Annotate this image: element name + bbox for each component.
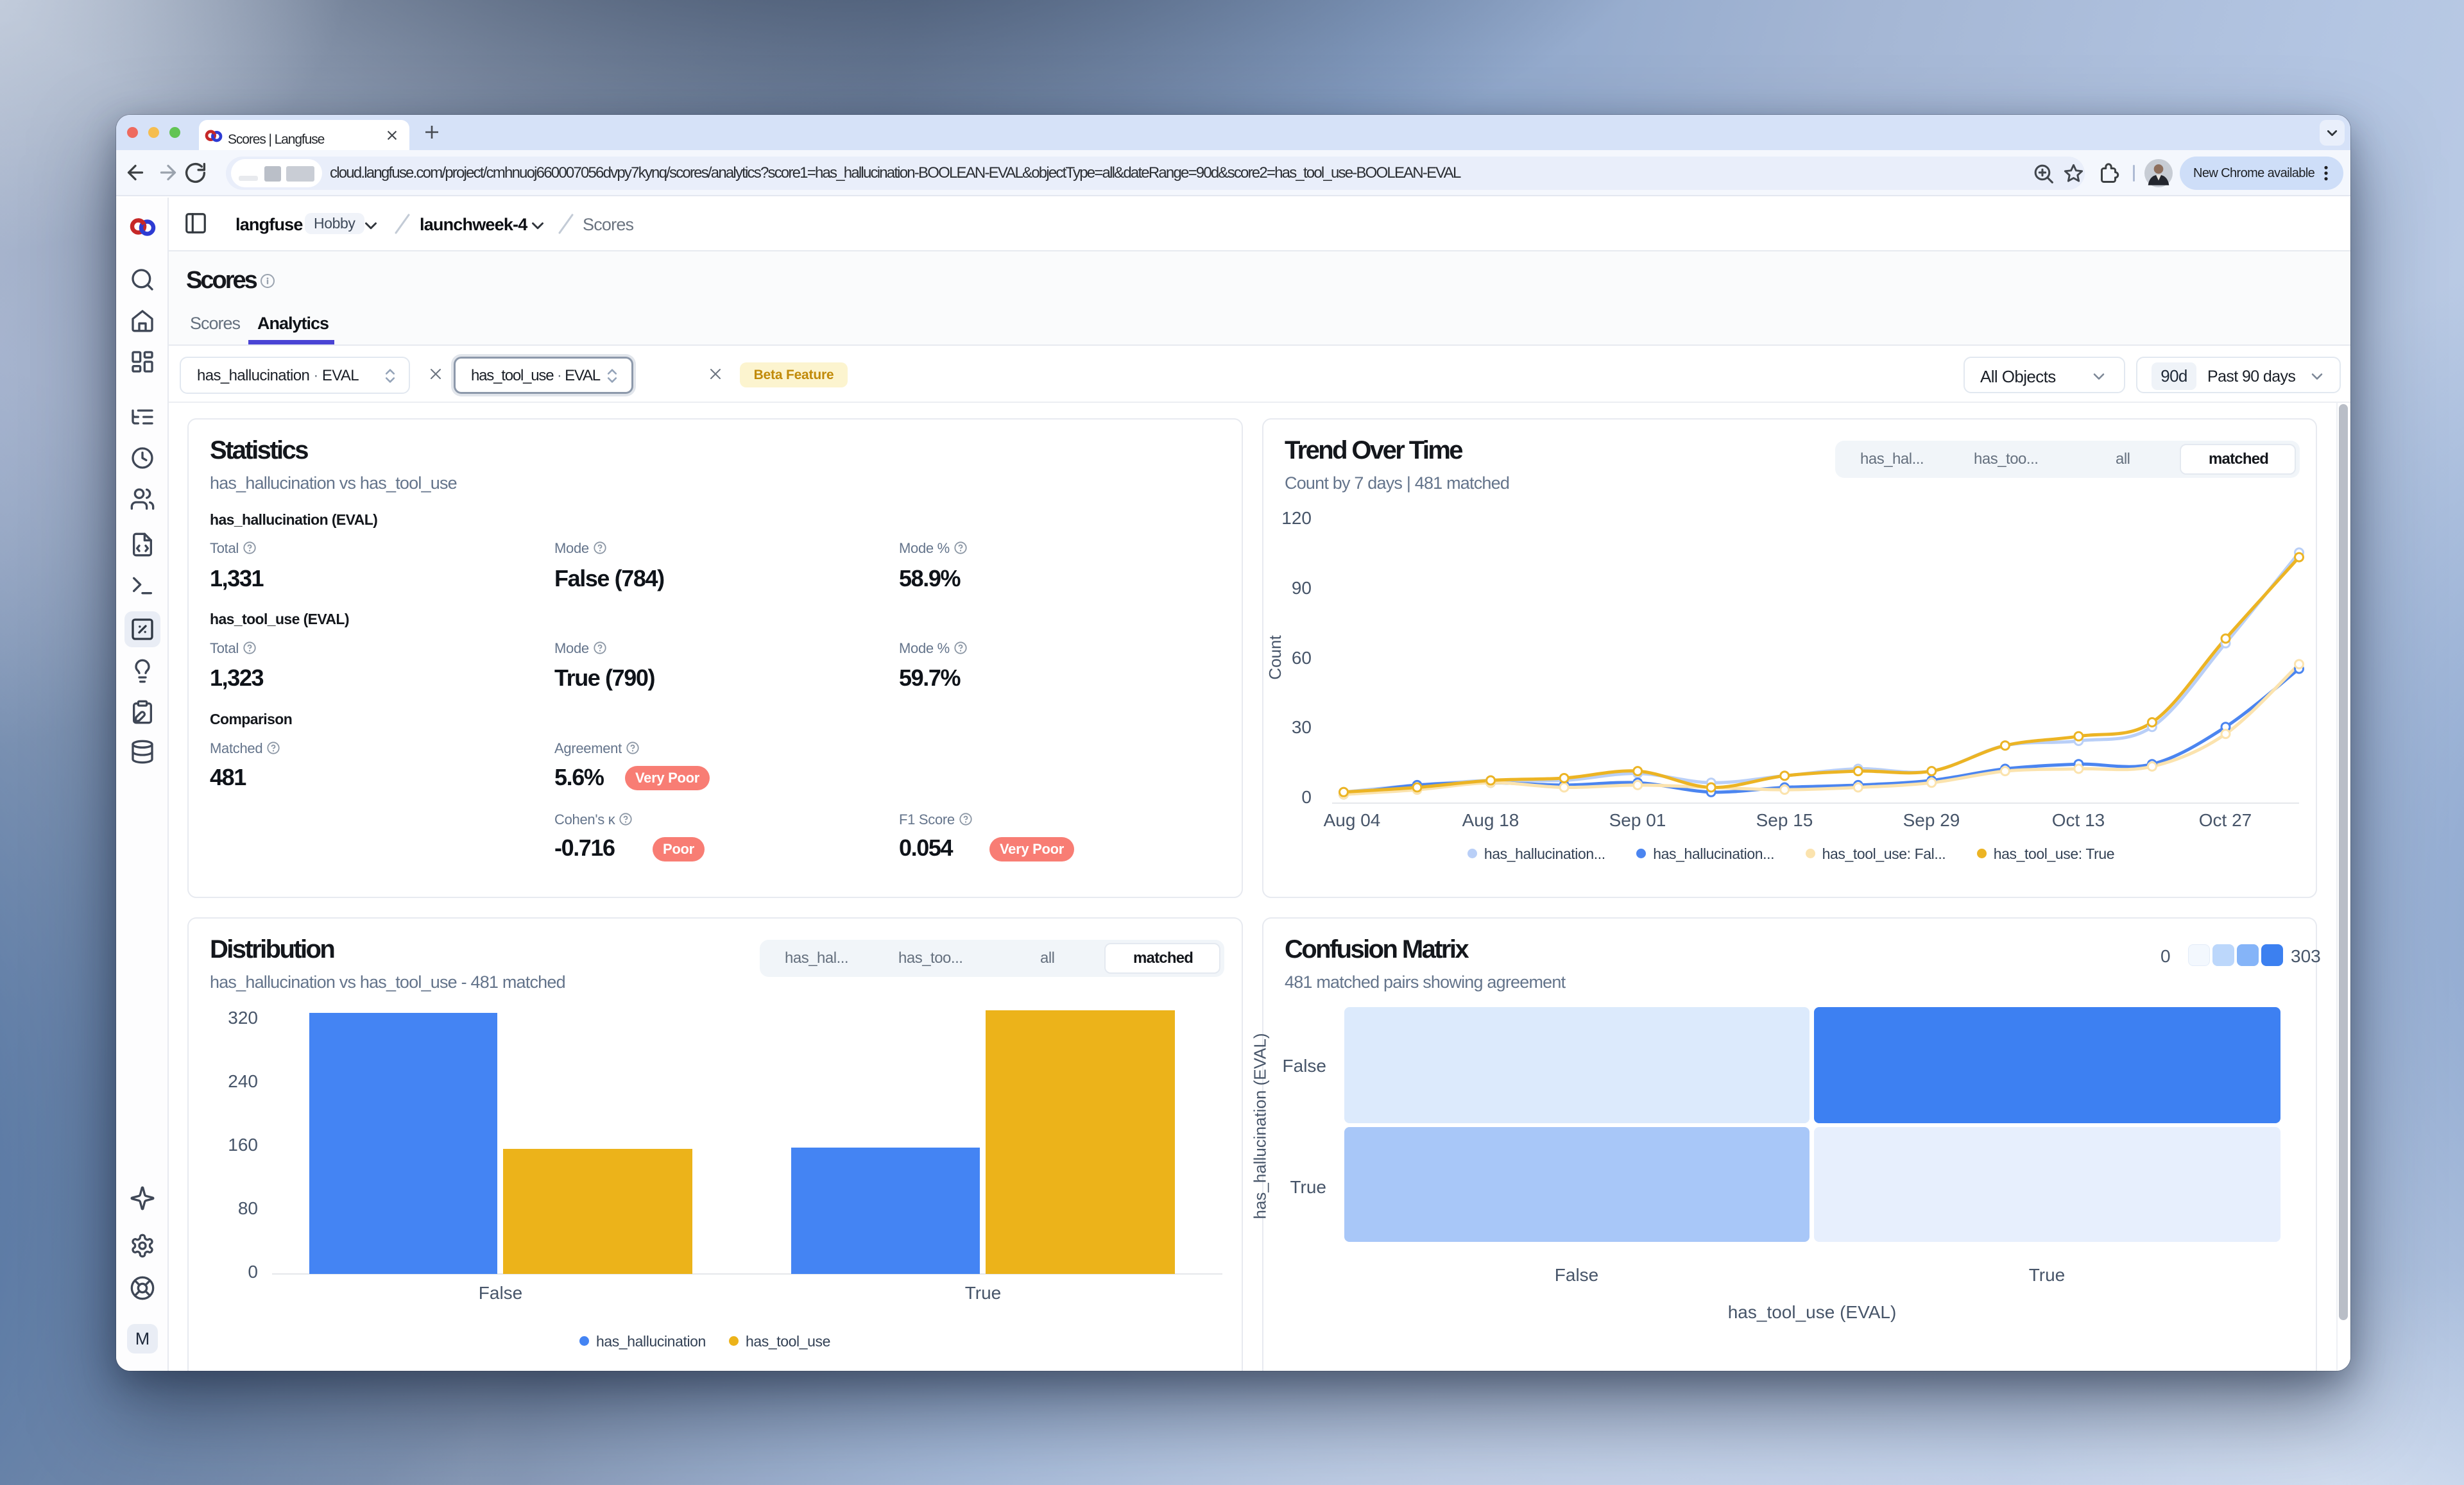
svg-text:Aug 04: Aug 04 <box>1324 810 1381 830</box>
svg-text:Oct 27: Oct 27 <box>2199 810 2252 830</box>
svg-text:0: 0 <box>248 1262 258 1282</box>
svg-text:Sep 29: Sep 29 <box>1903 810 1960 830</box>
svg-text:320: 320 <box>228 1008 258 1028</box>
svg-text:Count: Count <box>1265 635 1285 680</box>
svg-text:240: 240 <box>228 1071 258 1091</box>
svg-text:Aug 18: Aug 18 <box>1462 810 1519 830</box>
svg-text:Sep 15: Sep 15 <box>1756 810 1813 830</box>
svg-text:160: 160 <box>228 1135 258 1155</box>
svg-text:False: False <box>479 1283 522 1303</box>
svg-text:Oct 13: Oct 13 <box>2052 810 2105 830</box>
svg-text:0: 0 <box>1301 787 1312 807</box>
svg-text:120: 120 <box>1281 508 1312 528</box>
svg-text:Sep 01: Sep 01 <box>1609 810 1666 830</box>
svg-text:60: 60 <box>1292 648 1312 668</box>
svg-text:80: 80 <box>238 1198 258 1218</box>
svg-text:True: True <box>965 1283 1002 1303</box>
svg-text:90: 90 <box>1292 578 1312 598</box>
svg-text:30: 30 <box>1292 717 1312 737</box>
